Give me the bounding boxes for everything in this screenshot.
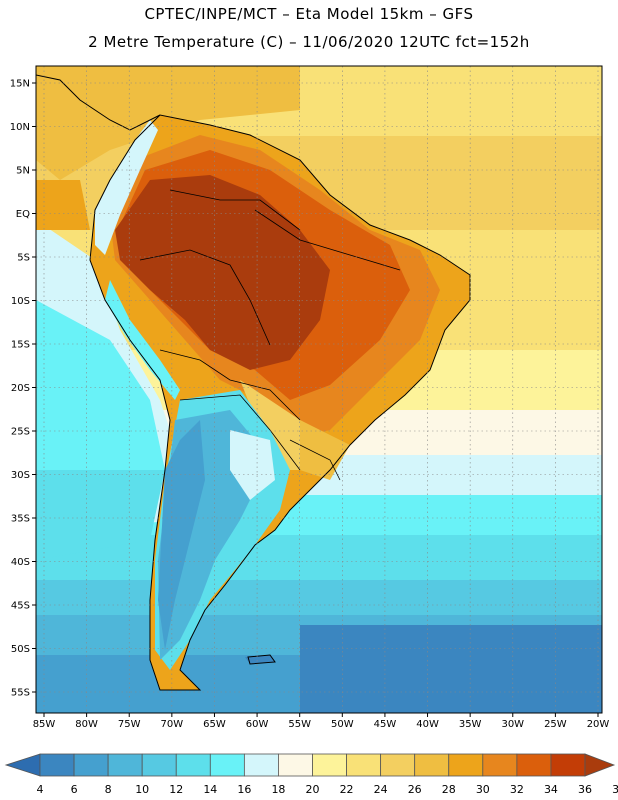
lat-label: 20S [11,383,30,394]
colorbar: 4 6 8 10 12 14 16 18 20 22 24 26 28 30 32 34 36 38 [4,753,618,796]
lon-label: 60W [246,719,269,730]
lon-label: 75W [118,719,141,730]
colorbar-label: 10 [135,783,149,796]
lon-label: 40W [416,719,439,730]
longitude-labels: 85W 80W 75W 70W 65W 60W 55W 50W 45W 40W 35W 30W 25W 2… [33,713,610,730]
colorbar-swatch [516,753,552,777]
colorbar-swatch [107,753,143,777]
colorbar-label: 16 [237,783,251,796]
colorbar-label: 36 [578,783,592,796]
lon-label: 35W [459,719,482,730]
colorbar-label: 30 [476,783,490,796]
colorbar-swatch [312,753,347,777]
colorbar-label: 26 [408,783,422,796]
lon-label: 85W [33,719,56,730]
lon-label: 50W [331,719,354,730]
lat-label: 40S [11,557,30,568]
lat-label: 5N [16,166,30,177]
temperature-field [36,66,602,713]
colorbar-label: 4 [37,783,44,796]
lon-label: 70W [161,719,184,730]
colorbar-swatch [380,753,416,777]
colorbar-swatch [278,753,313,777]
colorbar-label: 28 [442,783,456,796]
colorbar-label: 20 [306,783,320,796]
latitude-labels: 15N 10N 5N EQ 5S 10S 15S 20S 25S 30S 35S 40S 45S 50S 5… [10,79,36,699]
lat-label: 25S [11,427,30,438]
colorbar-label: 24 [374,783,388,796]
country-borders [139,189,401,481]
lat-label: 30S [11,470,30,481]
lat-label: 10N [10,122,30,133]
lat-label: 55S [11,688,30,699]
lat-label: 45S [11,601,30,612]
colorbar-swatch [482,753,518,777]
colorbar-label: 38 [612,783,618,796]
colorbar-swatch [209,753,245,777]
lat-label: 50S [11,644,30,655]
lat-label: 15N [10,79,30,90]
colorbar-arrow-low [4,753,41,777]
lon-label: 20W [587,719,610,730]
lon-label: 30W [501,719,524,730]
colorbar-swatch [73,753,109,777]
lat-label: 10S [11,296,30,307]
map-title-line1: CPTEC/INPE/MCT – Eta Model 15km – GFS [144,5,474,23]
colorbar-swatch [414,753,450,777]
map-frame [35,65,603,714]
colorbar-label: 34 [544,783,558,796]
colorbar-label: 12 [169,783,183,796]
colorbar-label: 18 [271,783,285,796]
colorbar-swatch [175,753,211,777]
lat-label: EQ [16,209,30,220]
lon-label: 80W [75,719,98,730]
lon-label: 65W [203,719,226,730]
colorbar-swatch [243,753,279,777]
map-title-line2: 2 Metre Temperature (C) – 11/06/2020 12U… [88,33,530,51]
colorbar-label: 8 [105,783,112,796]
colorbar-label: 6 [71,783,78,796]
colorbar-label: 14 [203,783,217,796]
lat-label: 5S [17,253,30,264]
colorbar-swatch [346,753,382,777]
lat-label: 35S [11,514,30,525]
lon-label: 55W [288,719,311,730]
colorbar-arrow-high [584,753,616,777]
lon-label: 45W [374,719,397,730]
colorbar-swatch [39,753,75,777]
coastline [36,74,471,691]
colorbar-swatch [141,753,177,777]
lat-label: 15S [11,340,30,351]
colorbar-label: 32 [510,783,524,796]
colorbar-swatch [448,753,484,777]
colorbar-label: 22 [340,783,354,796]
colorbar-swatch [550,753,586,777]
lon-label: 25W [544,719,567,730]
